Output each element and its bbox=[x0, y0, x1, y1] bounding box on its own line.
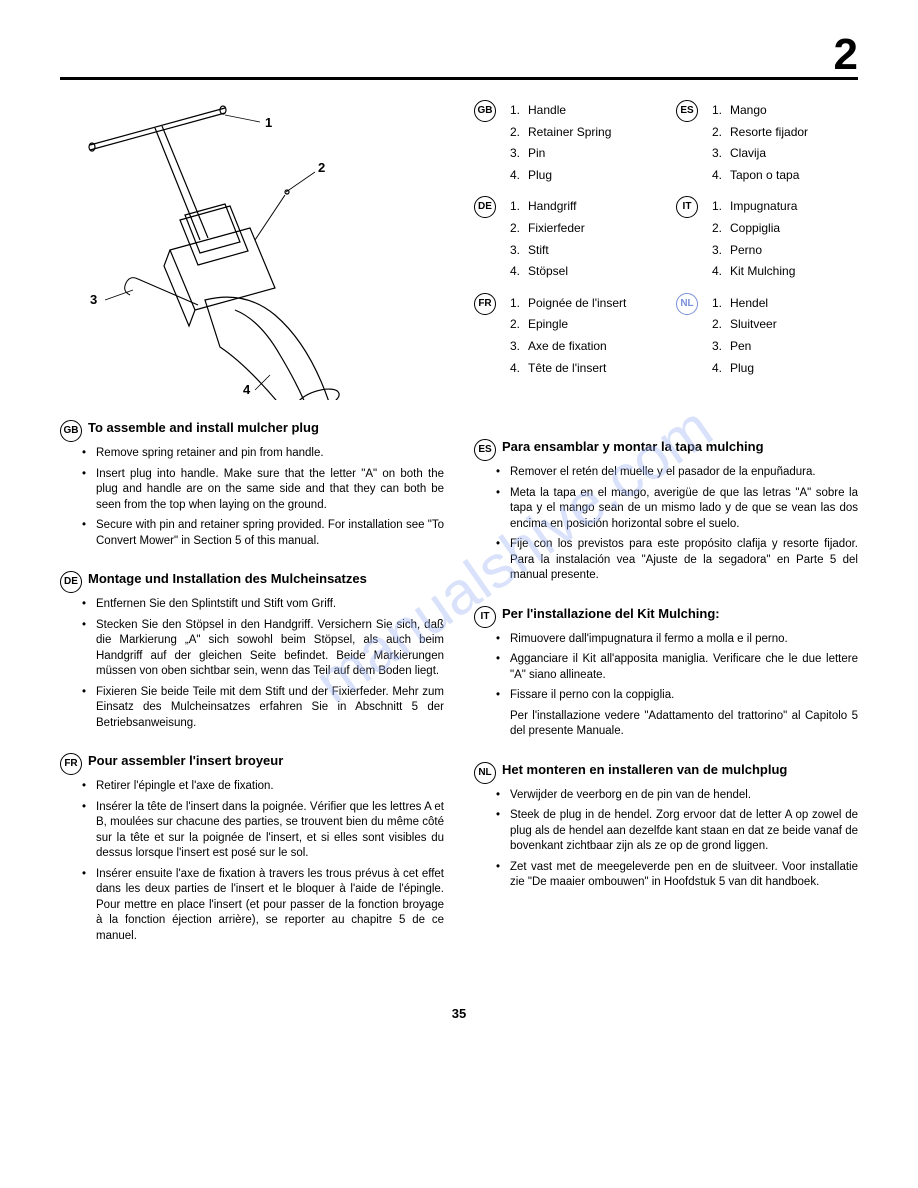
legend-item: 2.Epingle bbox=[502, 314, 626, 336]
legend-item: 4.Plug bbox=[502, 165, 611, 187]
instruction-bullet: Insérer la tête de l'insert dans la poig… bbox=[60, 800, 444, 862]
lang-badge-gb: GB bbox=[474, 100, 496, 122]
diagram-svg bbox=[60, 100, 340, 400]
content: 1 2 3 4 GB To assemble and install mulche… bbox=[60, 100, 858, 966]
legend-item: 1.Impugnatura bbox=[704, 196, 797, 218]
instruction-bullet: Entfernen Sie den Splintstift und Stift … bbox=[60, 597, 444, 613]
instruction-bullet: Remove spring retainer and pin from hand… bbox=[60, 446, 444, 462]
legend-item: 2.Resorte fijador bbox=[704, 122, 808, 144]
legend-item: 1.Poignée de l'insert bbox=[502, 293, 626, 315]
instruction-bullet: Stecken Sie den Stöpsel in den Handgriff… bbox=[60, 618, 444, 680]
instruction-bullet: Steek de plug in de hendel. Zorg ervoor … bbox=[474, 808, 858, 855]
right-column: GB1.Handle2.Retainer Spring3.Pin4.PlugES… bbox=[474, 100, 858, 966]
legend-item: 1.Hendel bbox=[704, 293, 777, 315]
chapter-number: 2 bbox=[834, 30, 858, 80]
instruction-tail: Per l'installazione vedere "Adattamento … bbox=[474, 709, 858, 740]
section-title: To assemble and install mulcher plug bbox=[88, 420, 444, 435]
lang-badge-it: IT bbox=[676, 196, 698, 218]
instruction-bullet: Meta la tapa en el mango, averigüe de qu… bbox=[474, 486, 858, 533]
section-title: Het monteren en installeren van de mulch… bbox=[502, 762, 858, 777]
instruction-bullet: Fissare il perno con la coppiglia. bbox=[474, 688, 858, 704]
legend-item: 4.Stöpsel bbox=[502, 261, 585, 283]
legend-item: 3.Stift bbox=[502, 240, 585, 262]
lang-badge-de: DE bbox=[60, 571, 82, 593]
instruction-bullet: Rimuovere dall'impugnatura il fermo a mo… bbox=[474, 632, 858, 648]
instruction-bullet: Retirer l'épingle et l'axe de fixation. bbox=[60, 779, 444, 795]
legend-item: 4.Plug bbox=[704, 358, 777, 380]
legend-item: 3.Axe de fixation bbox=[502, 336, 626, 358]
instruction-bullet: Insérer ensuite l'axe de fixation à trav… bbox=[60, 867, 444, 945]
legend-item: 3.Pin bbox=[502, 143, 611, 165]
legend-es: ES 1.Mango2.Resorte fijador3.Clavija4.Tap… bbox=[676, 100, 858, 186]
lang-badge-nl: NL bbox=[676, 293, 698, 315]
legend-nl: NL 1.Hendel2.Sluitveer3.Pen4.Plug bbox=[676, 293, 858, 379]
mulcher-diagram: 1 2 3 4 bbox=[60, 100, 340, 400]
legend-item: 3.Clavija bbox=[704, 143, 808, 165]
section-fr: FR Pour assembler l'insert broyeur Retirer… bbox=[60, 753, 444, 944]
instruction-bullet: Agganciare il Kit all'apposita maniglia.… bbox=[474, 652, 858, 683]
callout-1: 1 bbox=[265, 115, 272, 130]
legend-gb: GB 1.Handle2.Retainer Spring3.Pin4.Plug bbox=[474, 100, 656, 186]
legend-item: 2.Sluitveer bbox=[704, 314, 777, 336]
lang-badge-fr: FR bbox=[474, 293, 496, 315]
section-de: DE Montage und Installation des Mulcheins… bbox=[60, 571, 444, 731]
page-number: 35 bbox=[60, 1006, 858, 1021]
section-title: Per l'installazione del Kit Mulching: bbox=[502, 606, 858, 621]
instruction-bullet: Insert plug into handle. Make sure that … bbox=[60, 467, 444, 514]
callout-3: 3 bbox=[90, 292, 97, 307]
callout-2: 2 bbox=[318, 160, 325, 175]
legend-item: 4.Tapon o tapa bbox=[704, 165, 808, 187]
section-nl: NL Het monteren en installeren van de mul… bbox=[474, 762, 858, 891]
lang-badge-es: ES bbox=[474, 439, 496, 461]
lang-badge-de: DE bbox=[474, 196, 496, 218]
legend-item: 2.Coppiglia bbox=[704, 218, 797, 240]
legend-it: IT 1.Impugnatura2.Coppiglia3.Perno4.Kit M… bbox=[676, 196, 858, 282]
legend-item: 2.Fixierfeder bbox=[502, 218, 585, 240]
instruction-bullet: Fixieren Sie beide Teile mit dem Stift u… bbox=[60, 685, 444, 732]
instruction-bullet: Secure with pin and retainer spring prov… bbox=[60, 518, 444, 549]
parts-legend: GB1.Handle2.Retainer Spring3.Pin4.PlugES… bbox=[474, 100, 858, 379]
legend-de: DE 1.Handgriff2.Fixierfeder3.Stift4.Stöps… bbox=[474, 196, 656, 282]
lang-badge-nl: NL bbox=[474, 762, 496, 784]
section-it: IT Per l'installazione del Kit Mulching: R… bbox=[474, 606, 858, 740]
legend-item: 3.Pen bbox=[704, 336, 777, 358]
legend-fr: FR 1.Poignée de l'insert2.Epingle3.Axe de… bbox=[474, 293, 656, 379]
legend-item: 4.Tête de l'insert bbox=[502, 358, 626, 380]
section-title: Para ensamblar y montar la tapa mulching bbox=[502, 439, 858, 454]
legend-item: 4.Kit Mulching bbox=[704, 261, 797, 283]
legend-item: 1.Handle bbox=[502, 100, 611, 122]
legend-item: 1.Mango bbox=[704, 100, 808, 122]
instruction-bullet: Remover el retén del muelle y el pasador… bbox=[474, 465, 858, 481]
instruction-bullet: Fije con los previstos para este propósi… bbox=[474, 537, 858, 584]
legend-item: 3.Perno bbox=[704, 240, 797, 262]
section-title: Montage und Installation des Mulcheinsat… bbox=[88, 571, 444, 586]
lang-badge-fr: FR bbox=[60, 753, 82, 775]
legend-item: 1.Handgriff bbox=[502, 196, 585, 218]
lang-badge-gb: GB bbox=[60, 420, 82, 442]
section-title: Pour assembler l'insert broyeur bbox=[88, 753, 444, 768]
section-gb: GB To assemble and install mulcher plug Re… bbox=[60, 420, 444, 549]
legend-item: 2.Retainer Spring bbox=[502, 122, 611, 144]
callout-4: 4 bbox=[243, 382, 250, 397]
lang-badge-es: ES bbox=[676, 100, 698, 122]
topbar: 2 bbox=[60, 40, 858, 80]
lang-badge-it: IT bbox=[474, 606, 496, 628]
instruction-bullet: Zet vast met de meegeleverde pen en de s… bbox=[474, 860, 858, 891]
section-es: ES Para ensamblar y montar la tapa mulchi… bbox=[474, 439, 858, 584]
instruction-bullet: Verwijder de veerborg en de pin van de h… bbox=[474, 788, 858, 804]
page: 2 bbox=[0, 0, 918, 1051]
left-column: 1 2 3 4 GB To assemble and install mulche… bbox=[60, 100, 444, 966]
